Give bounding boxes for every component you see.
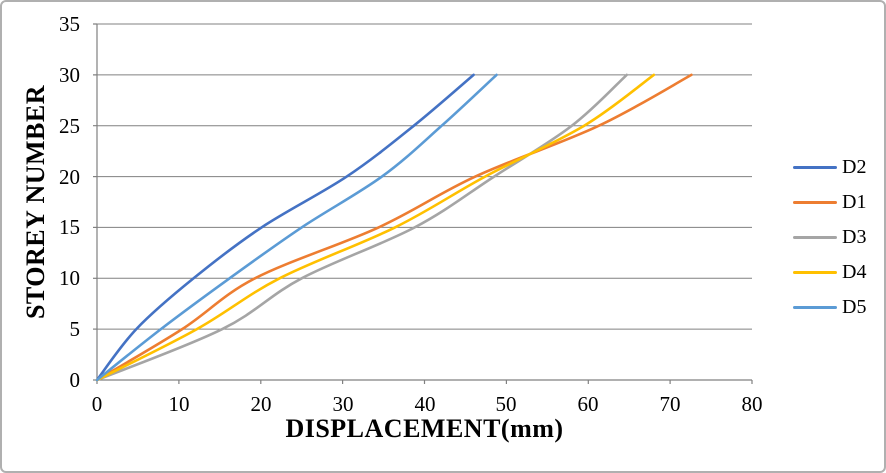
x-tick-label: 60 <box>577 392 599 416</box>
legend-label: D2 <box>842 156 867 178</box>
x-tick-label: 10 <box>168 392 190 416</box>
y-tick-label: 10 <box>59 266 80 290</box>
legend-item-D3: D3 <box>793 220 866 255</box>
y-tick-label: 0 <box>69 368 81 392</box>
y-tick-label: 20 <box>59 165 80 189</box>
series-line-D1 <box>95 73 693 382</box>
x-tick-label: 0 <box>91 392 103 416</box>
legend: D2 D1 D3 D4 D5 <box>793 150 866 325</box>
legend-label: D3 <box>842 226 867 248</box>
y-tick-label: 15 <box>59 215 80 239</box>
legend-line-swatch <box>793 201 837 204</box>
legend-line-swatch <box>793 306 837 309</box>
legend-label: D4 <box>842 261 867 283</box>
legend-line-swatch <box>793 271 837 274</box>
y-tick-label: 25 <box>59 114 80 138</box>
x-tick-label: 30 <box>332 392 354 416</box>
x-tick-label: 50 <box>495 392 517 416</box>
legend-line-swatch <box>793 166 837 169</box>
series-line-D4 <box>95 73 656 382</box>
x-tick-label: 20 <box>250 392 272 416</box>
legend-item-D1: D1 <box>793 185 866 220</box>
legend-item-D2: D2 <box>793 150 866 185</box>
x-tick-label: 40 <box>414 392 436 416</box>
legend-label: D1 <box>842 191 867 213</box>
series-line-D2 <box>95 73 475 382</box>
y-tick-label: 5 <box>69 317 81 341</box>
legend-line-swatch <box>793 236 837 239</box>
y-tick-label: 35 <box>59 12 80 36</box>
x-tick-label: 70 <box>659 392 681 416</box>
x-axis-title: DISPLACEMENT(mm) <box>285 414 564 443</box>
series-line-D3 <box>95 73 628 382</box>
legend-item-D4: D4 <box>793 255 866 290</box>
x-tick-label: 80 <box>741 392 763 416</box>
y-tick-label: 30 <box>59 63 80 87</box>
legend-item-D5: D5 <box>793 290 866 325</box>
series-line-D5 <box>95 73 498 382</box>
legend-label: D5 <box>842 296 867 318</box>
